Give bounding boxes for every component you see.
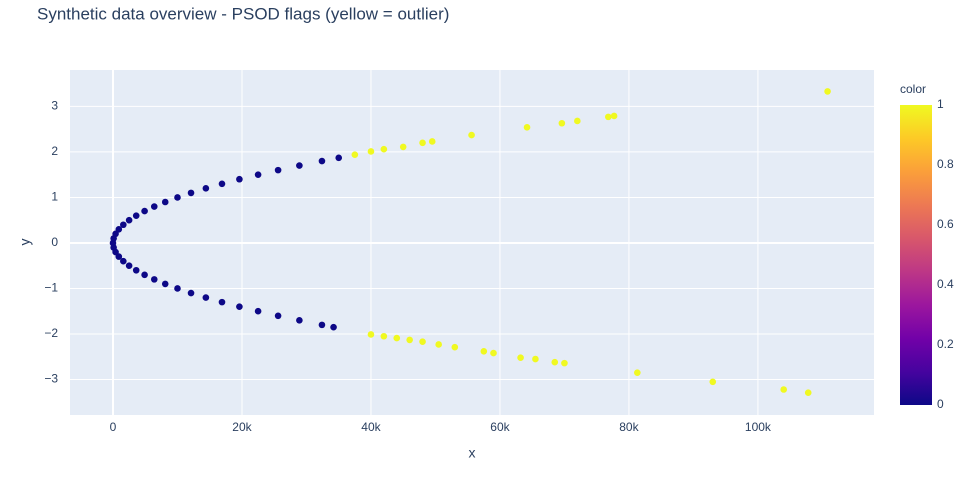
point: [330, 323, 337, 331]
x-tick-label: 40k: [361, 420, 381, 434]
point: [634, 369, 641, 376]
point: [236, 303, 243, 310]
y-tick-label: −2: [44, 326, 58, 340]
y-tick-label: 2: [51, 144, 58, 158]
point: [561, 359, 568, 367]
point: [112, 230, 119, 238]
point: [406, 336, 413, 344]
point: [517, 354, 524, 361]
colorbar-tick-label: 1: [937, 97, 944, 111]
y-tick-label: −1: [44, 281, 58, 295]
point: [296, 162, 303, 169]
x-axis-title: x: [469, 445, 476, 461]
point: [125, 262, 133, 270]
point: [380, 145, 388, 153]
point: [125, 216, 133, 224]
point: [419, 338, 426, 346]
point: [141, 271, 148, 279]
point: [335, 154, 343, 162]
point: [236, 175, 243, 183]
colorbar-tick-label: 0.6: [937, 217, 954, 231]
colorbar-tick-label: 0.8: [937, 157, 954, 171]
colorbar-tick-label: 0.4: [937, 277, 954, 291]
point: [367, 331, 375, 338]
point: [551, 358, 559, 366]
point: [709, 378, 717, 386]
point: [393, 334, 401, 342]
point: [318, 157, 326, 165]
point: [558, 119, 566, 127]
point: [132, 266, 140, 274]
point: [574, 117, 581, 125]
point: [399, 143, 407, 151]
x-tick-label: 80k: [619, 420, 639, 434]
point: [380, 332, 388, 340]
point: [435, 341, 442, 348]
point: [112, 248, 119, 256]
point: [604, 113, 612, 121]
y-axis-title: y: [17, 239, 33, 246]
point: [218, 180, 226, 188]
colorbar-tick-label: 0: [937, 397, 944, 411]
point: [174, 194, 181, 201]
point: [120, 257, 127, 265]
point: [532, 355, 539, 363]
y-tick-label: 3: [51, 99, 58, 113]
point: [218, 298, 226, 306]
point: [150, 203, 158, 210]
point: [254, 307, 262, 315]
point: [274, 166, 282, 174]
point: [480, 347, 488, 355]
point: [804, 389, 812, 396]
point: [274, 312, 282, 320]
point: [428, 138, 436, 145]
point: [141, 207, 148, 215]
point: [296, 317, 303, 324]
point: [202, 294, 210, 301]
point: [780, 386, 788, 393]
point: [115, 226, 123, 233]
point: [419, 139, 426, 147]
x-tick-label: 20k: [232, 420, 252, 434]
colorbar: [900, 105, 932, 405]
y-tick-label: −3: [44, 372, 58, 386]
x-tick-label: 60k: [490, 420, 510, 434]
x-tick-label: 100k: [745, 420, 772, 434]
point: [490, 349, 497, 357]
point: [610, 112, 618, 120]
y-tick-label: 0: [51, 235, 58, 249]
point: [451, 343, 459, 351]
point: [150, 276, 158, 283]
point: [174, 285, 181, 292]
point: [132, 212, 140, 219]
point: [824, 88, 831, 95]
chart-title: Synthetic data overview - PSOD flags (ye…: [37, 4, 449, 23]
point: [523, 124, 531, 131]
colorbar-tick-label: 0.2: [937, 337, 954, 351]
point: [367, 148, 375, 155]
point: [115, 253, 123, 260]
point: [161, 198, 169, 206]
y-tick-label: 1: [51, 190, 58, 204]
point: [161, 280, 169, 288]
point: [202, 185, 210, 192]
point: [120, 221, 127, 229]
x-tick-label: 0: [110, 420, 117, 434]
point: [187, 189, 195, 197]
colorbar-title: color: [900, 82, 926, 96]
point: [254, 171, 262, 178]
point: [351, 151, 359, 158]
point: [318, 321, 326, 329]
point: [468, 131, 475, 139]
point: [187, 289, 195, 297]
